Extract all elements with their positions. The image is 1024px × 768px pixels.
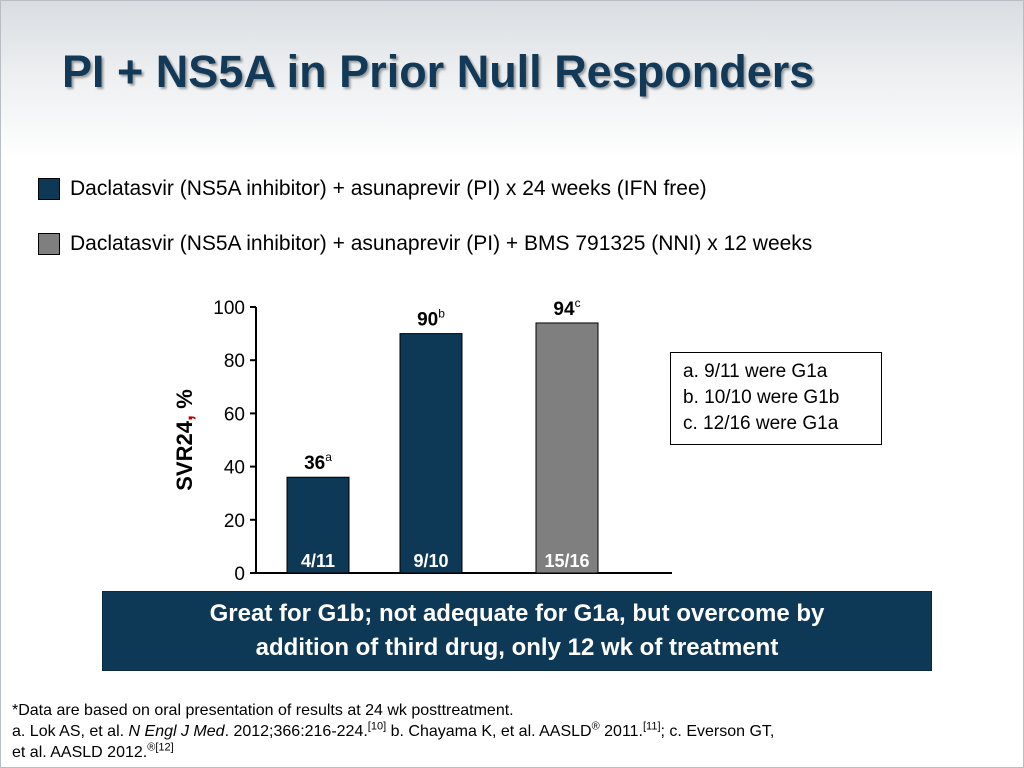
note-c: c. 12/16 were G1a [683,413,839,434]
y-axis-label-unit: % [172,389,197,415]
ref-number-11: [11] [643,720,661,733]
genotype-notes-box: a. 9/11 were G1a b. 10/10 were G1b c. 12… [670,352,882,445]
ref-everson: ; c. Everson GT, [660,723,775,740]
bar-value: 94 [553,299,575,320]
bar-value: 36 [304,453,325,474]
y-axis-label-main: SVR24 [172,420,197,490]
bar-fraction-label: 4/11 [301,551,335,571]
legend-swatch-dark [38,178,60,200]
bar-chart: SVR24, % 0 20 40 60 80 100 36a 4/11 90b 9/10 94c 1… [172,296,672,585]
legend-swatch-gray [38,233,60,255]
banner-line-2: addition of third drug, only 12 wk of tr… [255,634,779,661]
legend-item-triple-therapy: Daclatasvir (NS5A inhibitor) + asunaprev… [38,232,812,256]
legend-label: Daclatasvir (NS5A inhibitor) + asunaprev… [70,177,707,200]
y-axis-ticks: 0 20 40 60 80 100 [213,298,256,585]
bar-value-footnote-marker: a [325,450,332,464]
bar-value: 90 [417,310,438,331]
y-tick-label: 20 [224,511,245,532]
y-tick-label: 60 [224,404,245,425]
registered-mark-ref-12: ®[12] [147,742,173,754]
footnote-references-cont: et al. AASLD 2012.®[12] [12,742,774,763]
bar [286,476,350,574]
ref-number-10: [10] [367,720,387,733]
y-tick-label: 0 [234,564,245,585]
ref-journal: N Engl J Med [128,723,225,740]
legend-item-daclatasvir-asunaprevir: Daclatasvir (NS5A inhibitor) + asunaprev… [38,177,707,201]
bar-value-label: 94c [553,296,580,320]
y-tick-label: 100 [213,298,245,319]
bar [399,333,463,574]
footnote-references: a. Lok AS, et al. N Engl J Med. 2012;366… [12,721,774,742]
ref-chayama: b. Chayama K, et al. AASLD [386,723,592,740]
registered-mark: ® [591,720,600,733]
bar-fraction-label: 15/16 [544,551,589,571]
bar-fraction-label: 9/10 [413,551,448,571]
bar-value-footnote-marker: b [438,307,445,321]
ref-lok: a. Lok AS, et al. [12,723,129,740]
bar-value-label: 36a [304,450,332,474]
bars: 36a 4/11 90b 9/10 94c 15/16 [286,296,599,574]
slide-title: PI + NS5A in Prior Null Responders [62,46,815,97]
footnote-data-basis: *Data are based on oral presentation of … [12,702,514,719]
y-axis-label-comma: , [172,415,197,421]
ref-chayama-year: 2011. [599,723,643,740]
registered-mark-2: ® [147,741,156,754]
y-tick-label: 40 [224,458,245,479]
ref-everson-cont: et al. AASLD 2012. [12,744,148,761]
bar-value-label: 90b [417,307,445,331]
ref-lok-citation: . 2012;366:216-224. [224,723,368,740]
conclusion-banner: Great for G1b; not adequate for G1a, but… [102,591,932,671]
note-a: a. 9/11 were G1a [683,361,828,382]
y-axis-label: SVR24, % [172,389,197,491]
footnotes: *Data are based on oral presentation of … [12,700,774,763]
y-tick-label: 80 [224,351,245,372]
banner-line-1: Great for G1b; not adequate for G1a, but… [209,600,825,627]
note-b: b. 10/10 were G1b [683,387,840,408]
bar [535,322,599,574]
legend-label: Daclatasvir (NS5A inhibitor) + asunaprev… [70,232,813,255]
bar-value-footnote-marker: c [575,296,581,310]
svg-text:SVR24, %: SVR24, % [172,389,197,491]
ref-number-12: [12] [155,741,174,754]
